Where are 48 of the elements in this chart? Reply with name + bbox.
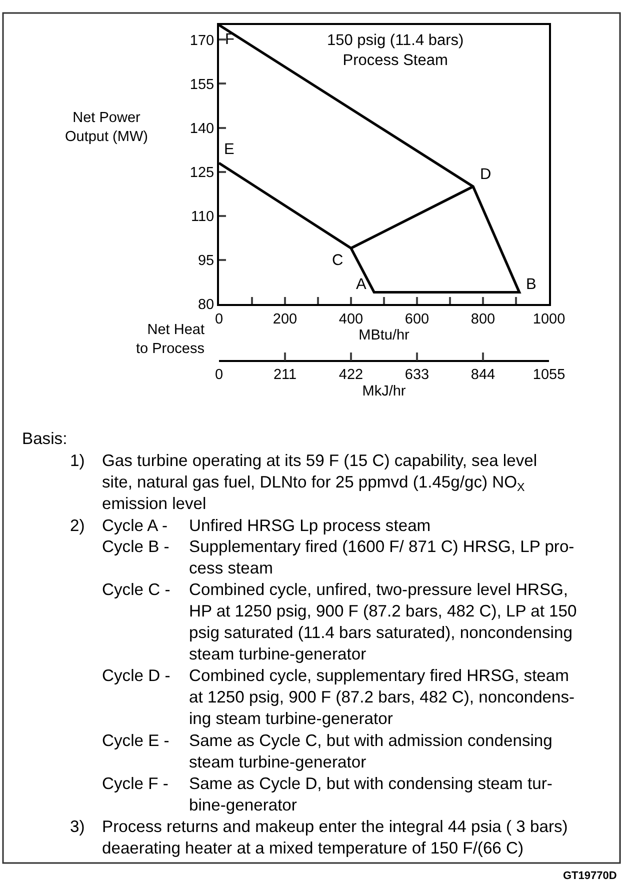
y-tick-label: 170: [190, 32, 214, 49]
x2-tick-label: 1055: [532, 367, 566, 384]
x-tick-label: 400: [338, 311, 364, 328]
y-tick-label: 80: [198, 297, 214, 314]
annotation: D: [480, 166, 492, 183]
text: Cycle E -: [102, 731, 170, 750]
x-tick-label: 600: [404, 311, 430, 328]
x-tick-label: 1000: [532, 311, 566, 328]
text: Supplementary fired (1600 F/ 871 C) HRSG, LP pro- cess steam: [189, 537, 574, 578]
annotation: C: [332, 252, 344, 269]
text: Combined cycle, unfired, two-pressure level HRSG, HP at 1250 psig, 900 F (87.2 bars, 482 C), LP at 150 psig saturated (11.4 bars saturated), noncondensing steam turbine-generator: [189, 580, 577, 664]
text: Gas turbine operating at its 59 F (15 C) capability, sea level site, natural gas fuel, DLNto for 25 ppmvd (1.45g/gc) NO$_{X}$ emission level: [102, 451, 538, 514]
text: Same as Cycle D, but with condensing steam tur- bine-generator: [189, 774, 552, 815]
y-tick-label: 95: [198, 253, 214, 270]
y-tick-label: 110: [190, 208, 214, 225]
x-tick-label: 800: [470, 311, 496, 328]
x2-tick-label: 844: [470, 367, 496, 384]
annotation: E: [224, 141, 234, 158]
text: Cycle F -: [102, 774, 168, 793]
text: Cycle A -: [102, 516, 168, 535]
x2-tick-label: 422: [338, 367, 364, 384]
y-tick-label: 140: [190, 120, 214, 137]
text: Net Power Output (MW): [65, 110, 148, 145]
x2-tick-label: 0: [214, 367, 224, 384]
y-tick-label: 125: [190, 164, 214, 181]
annotation: B: [526, 276, 536, 293]
text: Basis:: [22, 429, 68, 448]
x2-tick-label: 633: [404, 367, 430, 384]
text: Cycle C -: [102, 580, 170, 599]
x-axis-title: MBtu/hr: [358, 327, 410, 344]
text: Net Heat to Process: [136, 322, 204, 357]
x2-axis-title: MkJ/hr: [362, 383, 406, 400]
text: 1): [70, 451, 85, 470]
x2-tick-label: 211: [273, 367, 297, 384]
x-tick-label: 200: [272, 311, 298, 328]
annotation: A: [356, 276, 367, 293]
y-tick-label: 155: [190, 76, 214, 93]
text: 150 psig (11.4 bars) Process Steam: [327, 32, 464, 70]
text: Cycle D -: [102, 666, 170, 685]
text: 2): [70, 516, 85, 535]
text: Cycle B -: [102, 537, 170, 556]
text: Process returns and makeup enter the integral 44 psia ( 3 bars) deaerating heater at a mixed temperature of 150 F/(66 C): [102, 817, 568, 858]
text: GT19770D: [563, 870, 617, 880]
text: Same as Cycle C, but with admission condensing steam turbine-generator: [189, 731, 552, 772]
text: Unfired HRSG Lp process steam: [189, 516, 431, 535]
text: 3): [70, 817, 85, 836]
x-tick-label: 0: [214, 311, 224, 328]
text: Combined cycle, supplementary fired HRSG, steam at 1250 psig, 900 F (87.2 bars, 482 C), noncondens- ing steam turbine-generator: [189, 666, 575, 728]
